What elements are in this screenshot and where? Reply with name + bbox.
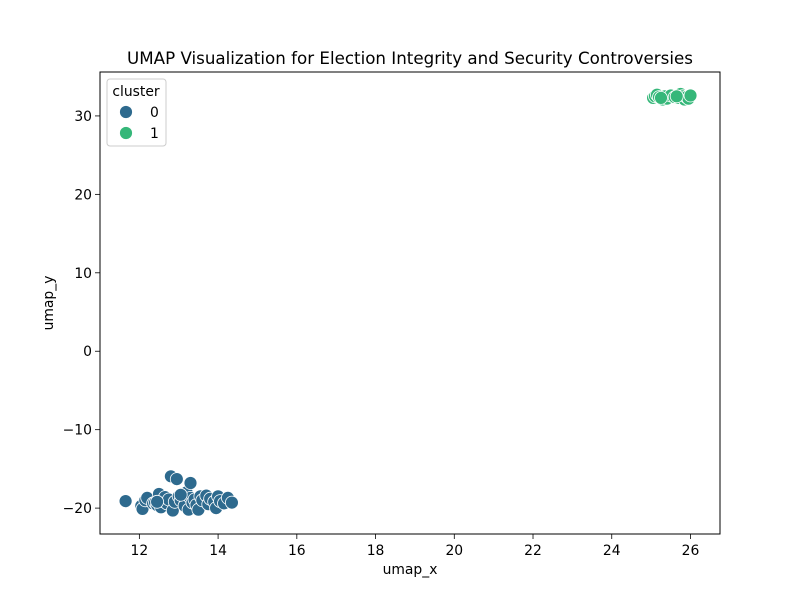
y-tick-label-30: 30 [74,109,92,125]
plot-frame [99,71,721,535]
chart-title: UMAP Visualization for Election Integrit… [127,48,693,68]
x-tick-label-22: 22 [524,543,542,559]
x-tick-label-14: 14 [209,543,227,559]
y-axis-label: umap_y [41,276,57,331]
point-cluster-0-43 [173,487,188,502]
point-cluster-0-0 [118,494,133,509]
y-tick-label--20: −20 [63,501,92,517]
point-cluster-0-17 [169,472,184,487]
x-axis-label: umap_x [383,562,438,578]
x-tick-label-12: 12 [131,543,149,559]
legend-marker-cluster-1 [119,126,133,140]
legend-title: cluster [112,84,160,100]
point-cluster-1-15 [683,88,698,103]
y-tick-label-10: 10 [74,266,92,282]
legend: cluster 0 1 [106,78,167,147]
x-tick-label-20: 20 [445,543,463,559]
point-cluster-1-17 [669,89,684,104]
x-tick-label-16: 16 [288,543,306,559]
point-cluster-1-16 [654,91,668,105]
point-cluster-0-42 [150,494,165,509]
legend-label-cluster-1: 1 [150,126,159,142]
y-axis: −20 −10 0 10 20 30 [63,109,100,517]
x-axis: 12 14 16 18 20 22 24 26 [131,534,700,559]
points-layer [118,87,698,518]
y-tick-label-20: 20 [74,187,92,203]
y-tick-label--10: −10 [63,423,92,439]
x-tick-label-18: 18 [367,543,385,559]
point-cluster-0-24 [183,476,198,490]
x-tick-label-24: 24 [603,543,621,559]
legend-marker-cluster-0 [119,105,133,119]
legend-label-cluster-0: 0 [150,105,159,121]
x-tick-label-26: 26 [682,543,700,559]
point-cluster-0-41 [224,495,239,510]
y-tick-label-0: 0 [83,344,92,360]
